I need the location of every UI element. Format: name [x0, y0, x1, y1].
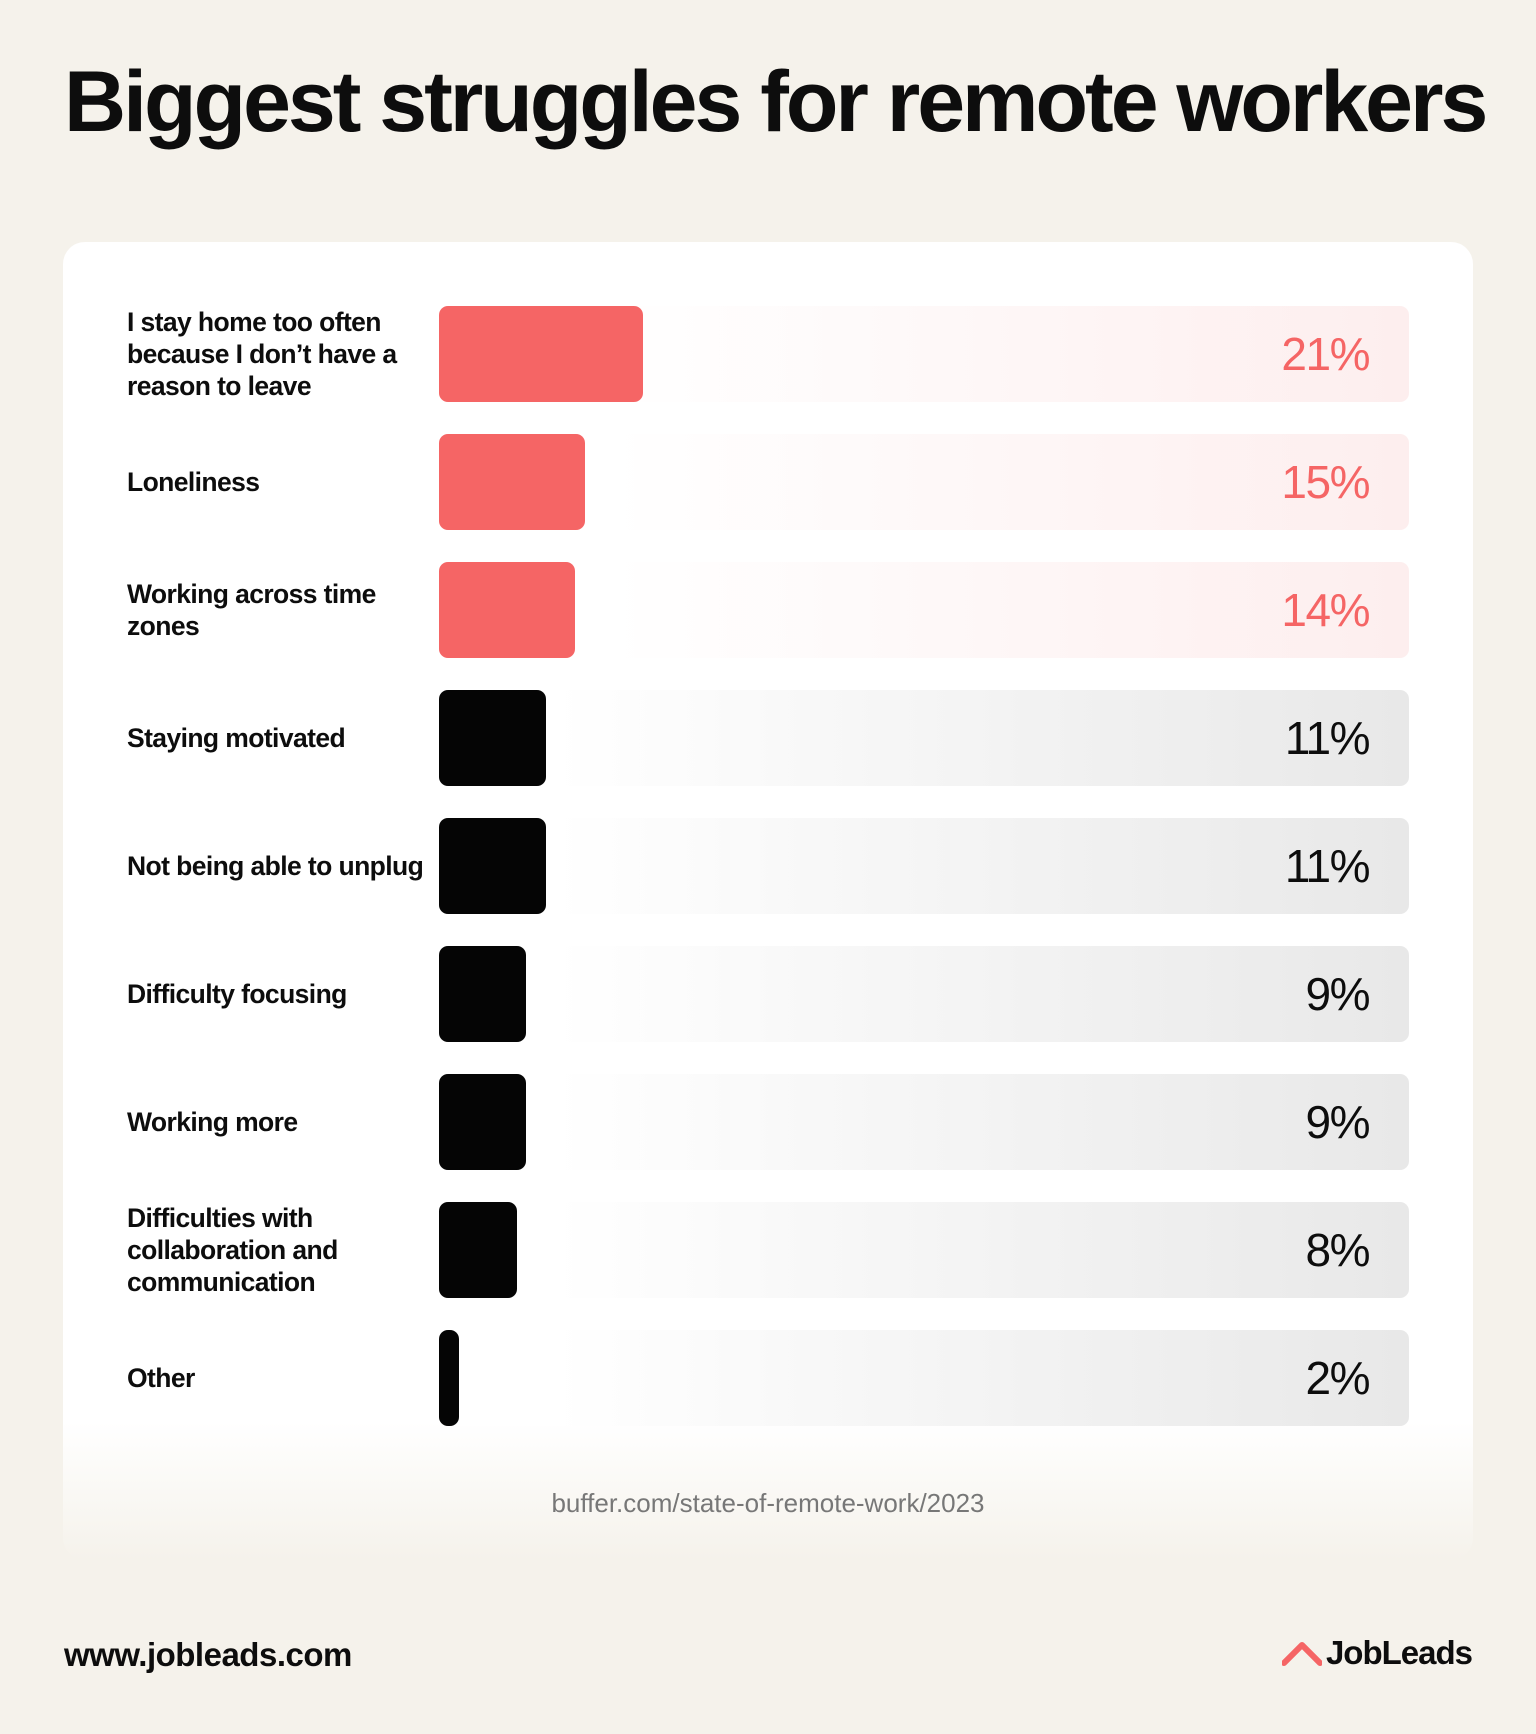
bar-row: Not being able to unplug 11%: [63, 818, 1473, 914]
bar-label: Working across time zones: [127, 579, 376, 641]
brand-name: JobLeads: [1325, 1634, 1473, 1671]
bar-track: 2%: [439, 1330, 1409, 1426]
bar-track: 9%: [439, 946, 1409, 1042]
bar-value-label: 9%: [1305, 968, 1371, 1020]
bar-track: 11%: [439, 818, 1409, 914]
bar-label: Working more: [127, 1107, 298, 1137]
bar-row: Difficulty focusing 9%: [63, 946, 1473, 1042]
bar-value-label: 11%: [1284, 712, 1371, 764]
bar-row: Loneliness 15%: [63, 434, 1473, 530]
source-link[interactable]: buffer.com/state-of-remote-work/2023: [551, 1488, 985, 1518]
brand-logo: JobLeads: [1281, 1634, 1473, 1672]
bar-track: 14%: [439, 562, 1409, 658]
chart-card: I stay home too often because I don’t ha…: [63, 242, 1473, 1560]
bar-label: Loneliness: [127, 467, 260, 497]
bar-value-label: 8%: [1305, 1224, 1371, 1276]
page-title: Biggest struggles for remote workers: [64, 54, 1488, 150]
bar-track: 15%: [439, 434, 1409, 530]
bar: [439, 818, 546, 914]
bar-row: Staying motivated 11%: [63, 690, 1473, 786]
bar-track: 21%: [439, 306, 1409, 402]
bar-track: 11%: [439, 690, 1409, 786]
bar-value-label: 14%: [1281, 584, 1370, 636]
bar: [439, 562, 575, 658]
bar-row: Working more 9%: [63, 1074, 1473, 1170]
bar-label: Staying motivated: [127, 723, 346, 753]
bar-label: Other: [127, 1363, 195, 1393]
bar-value-label: 9%: [1305, 1096, 1371, 1148]
bar: [439, 946, 526, 1042]
bar-row: Working across time zones 14%: [63, 562, 1473, 658]
bar: [439, 690, 546, 786]
bar-value-label: 11%: [1284, 840, 1371, 892]
bar-row: I stay home too often because I don’t ha…: [63, 306, 1473, 402]
bar-value-label: 21%: [1281, 328, 1370, 380]
bar-track: 9%: [439, 1074, 1409, 1170]
bar-value-label: 2%: [1305, 1352, 1371, 1404]
bar-row: Other 2%: [63, 1330, 1473, 1426]
bar: [439, 306, 643, 402]
bar-label: Difficulty focusing: [127, 979, 347, 1009]
bar: [439, 434, 585, 530]
bar-track: 8%: [439, 1202, 1409, 1298]
bar: [439, 1202, 517, 1298]
bar-label: I stay home too often because I don’t ha…: [127, 307, 397, 401]
bar: [439, 1330, 459, 1426]
bar-label: Difficulties with collaboration and comm…: [127, 1203, 338, 1297]
bar-row: Difficulties with collaboration and comm…: [63, 1202, 1473, 1298]
bar: [439, 1074, 526, 1170]
bar-value-label: 15%: [1281, 456, 1370, 508]
bar-label: Not being able to unplug: [127, 851, 424, 881]
jobleads-logo-icon: [1281, 1642, 1322, 1666]
website-url[interactable]: www.jobleads.com: [64, 1636, 352, 1673]
